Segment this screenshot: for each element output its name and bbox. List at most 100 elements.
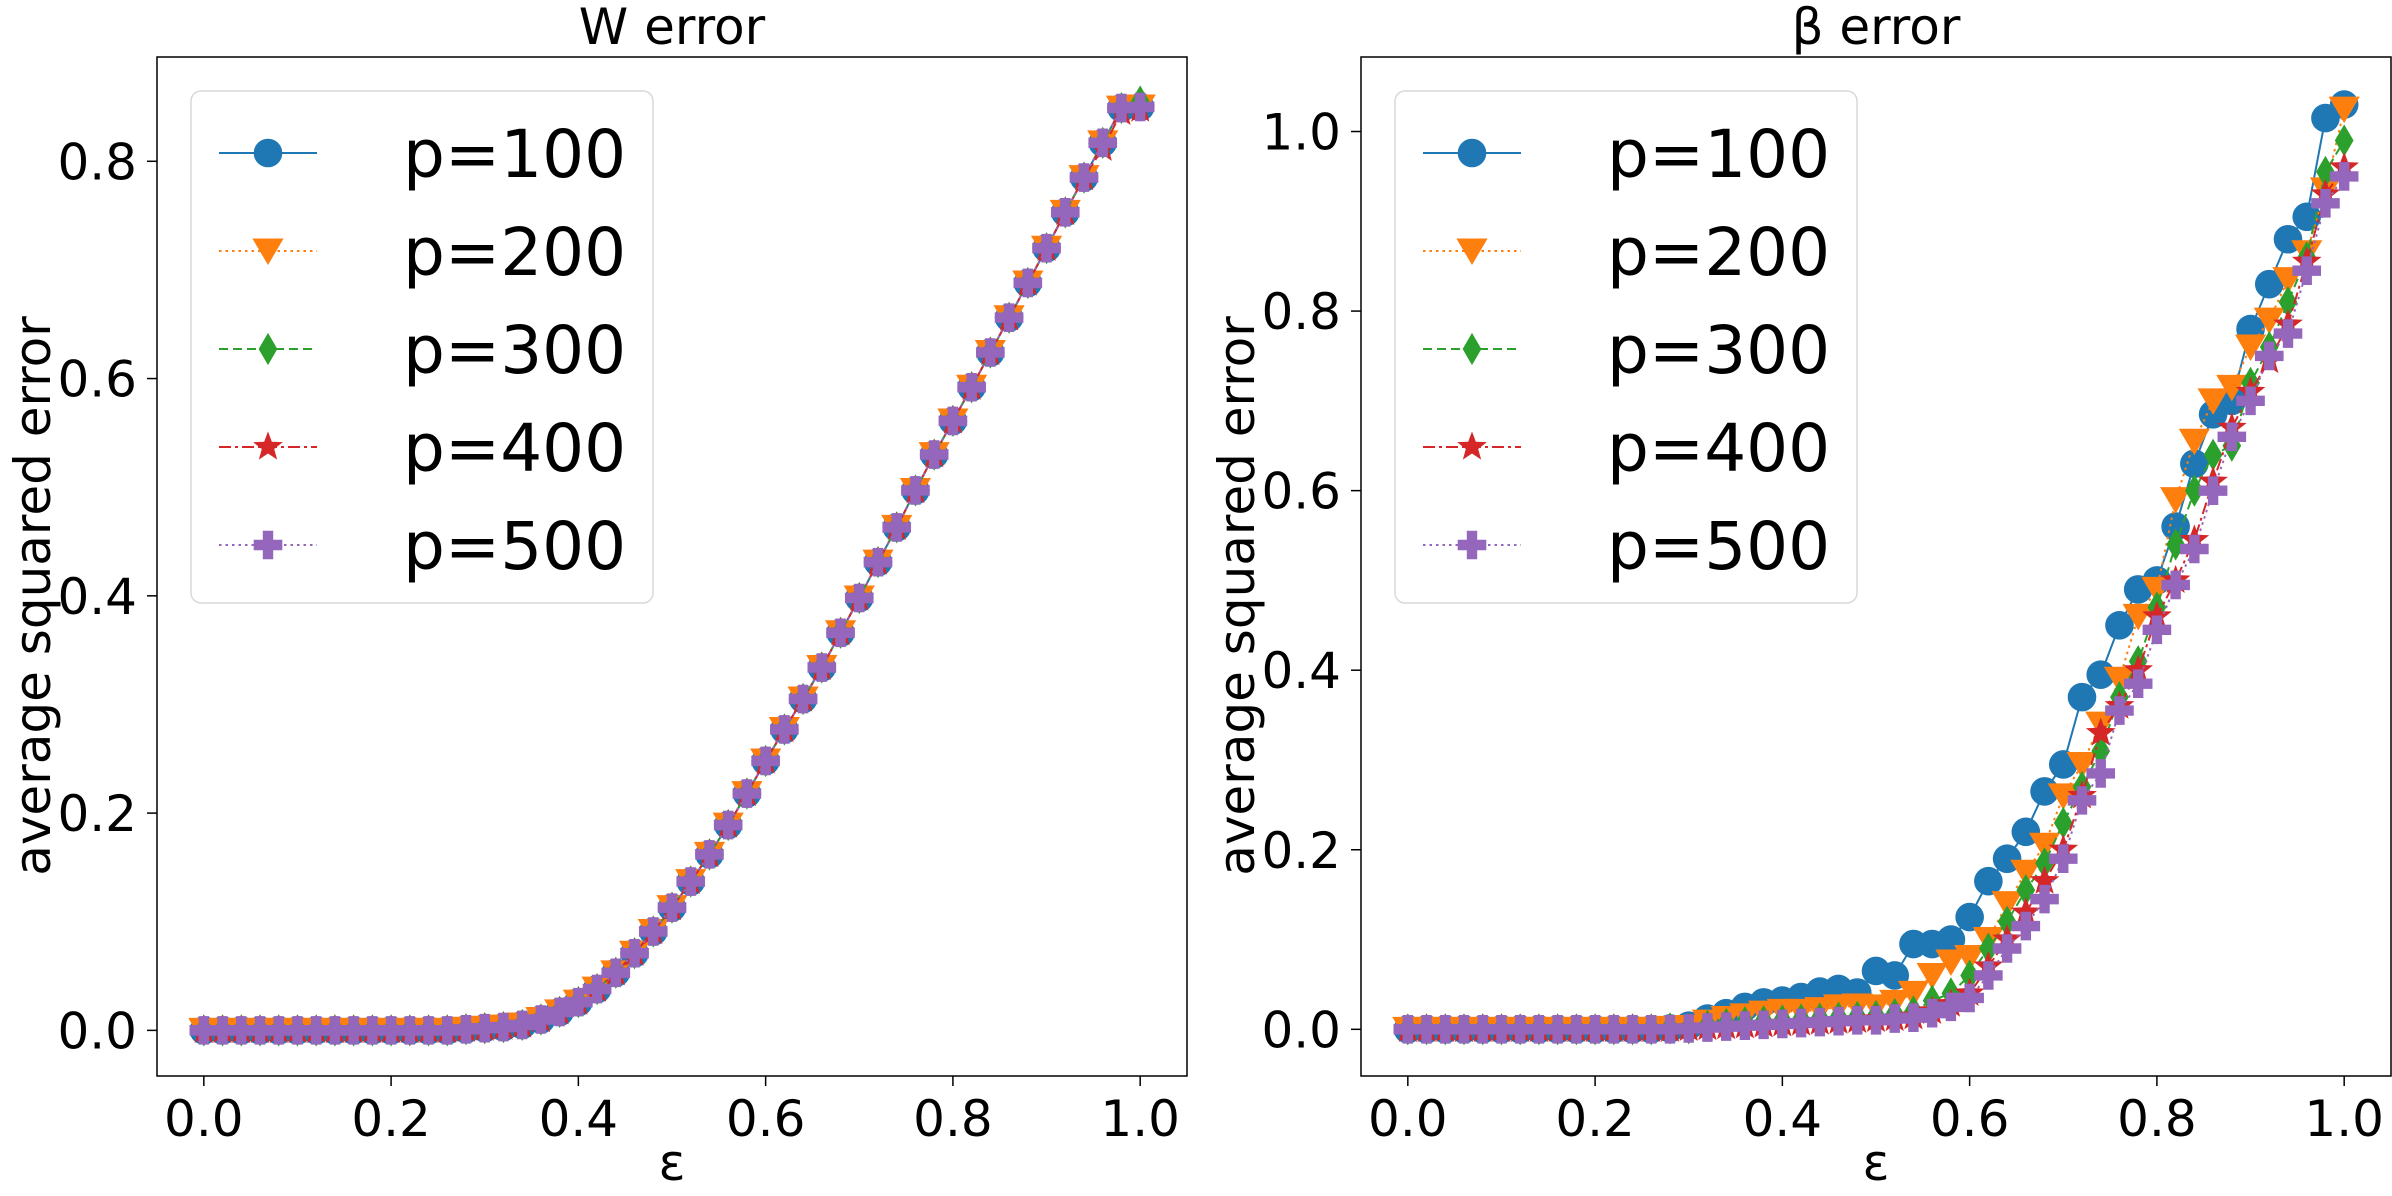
beta-error-legend-entry-p-200: p=200 xyxy=(1423,214,1830,291)
beta-error-point-p-500-43 xyxy=(2198,476,2228,505)
beta-error-point-p-500-4 xyxy=(1468,1015,1498,1044)
w-error-point-p-500-4 xyxy=(264,1016,294,1045)
beta-error-legend-marker-p-100 xyxy=(1457,138,1487,168)
beta-error-point-p-200-44 xyxy=(2216,374,2248,402)
beta-error-point-p-300-47 xyxy=(2278,285,2298,319)
beta-error-point-p-500-3 xyxy=(1449,1015,1479,1044)
beta-error-y-tick-label: 0.2 xyxy=(1261,822,1341,880)
beta-error-point-p-200-27 xyxy=(1897,980,1930,1008)
beta-error-point-p-500-5 xyxy=(1487,1015,1516,1044)
beta-error-legend-label-p-300: p=300 xyxy=(1607,312,1830,389)
beta-error-point-p-200-32 xyxy=(1991,891,2023,918)
w-error-legend-label-p-200: p=200 xyxy=(403,214,626,291)
beta-error-y-tick-label: 1.0 xyxy=(1261,104,1341,162)
beta-error-point-p-500-44 xyxy=(2217,422,2247,452)
beta-error-legend-entry-p-300: p=300 xyxy=(1423,312,1830,389)
beta-error-point-p-500-34 xyxy=(2030,884,2059,914)
w-error-point-p-500-12 xyxy=(414,1016,443,1045)
w-error-point-p-500-6 xyxy=(301,1016,331,1045)
beta-error-point-p-200-34 xyxy=(2028,832,2061,860)
w-error-point-p-500-45 xyxy=(1032,233,1061,263)
beta-error-point-p-300-34 xyxy=(2035,847,2054,880)
beta-error-point-p-500-6 xyxy=(1505,1015,1535,1044)
w-error-series-p-500 xyxy=(189,92,1155,1045)
w-error-x-tick-label: 0.2 xyxy=(351,1090,431,1148)
beta-error-point-p-100-41 xyxy=(2161,512,2190,541)
w-error-point-p-500-8 xyxy=(339,1016,368,1045)
beta-error-point-p-500-11 xyxy=(1599,1015,1629,1044)
beta-error-legend-label-p-200: p=200 xyxy=(1607,214,1830,291)
w-error-y-axis-label: average squared error xyxy=(4,316,62,876)
beta-error-point-p-500-32 xyxy=(1992,934,2022,963)
beta-error-point-p-300-50 xyxy=(2334,124,2354,157)
w-error-point-p-500-23 xyxy=(620,938,649,968)
beta-error-point-p-200-45 xyxy=(2234,334,2267,362)
beta-error-point-p-500-30 xyxy=(1955,983,1984,1013)
beta-error-point-p-500-17 xyxy=(1711,1012,1741,1041)
w-error-x-tick-label: 0.6 xyxy=(726,1090,806,1148)
beta-error-point-p-500-27 xyxy=(1899,1003,1928,1032)
w-error-y-tick-label: 0.6 xyxy=(57,351,137,409)
w-error-point-p-500-5 xyxy=(283,1016,312,1045)
beta-error-point-p-500-9 xyxy=(1562,1015,1591,1044)
beta-error-legend-entry-p-400: p=400 xyxy=(1423,410,1830,487)
beta-error-point-p-200-33 xyxy=(2010,859,2042,887)
beta-error-point-p-500-29 xyxy=(1936,992,1966,1022)
beta-error-point-p-500-45 xyxy=(2236,386,2265,416)
w-error-point-p-500-17 xyxy=(507,1010,537,1040)
beta-error-legend-marker-p-400 xyxy=(1457,431,1487,460)
beta-error-y-tick-label: 0.6 xyxy=(1261,463,1341,521)
w-error-point-p-500-15 xyxy=(470,1013,500,1043)
w-error-legend-marker-p-200 xyxy=(252,238,284,266)
w-error-point-p-500-46 xyxy=(1050,198,1080,227)
w-error-point-p-500-1 xyxy=(208,1016,237,1045)
beta-error-legend-label-p-500: p=500 xyxy=(1607,508,1830,585)
w-error-point-p-500-48 xyxy=(1088,128,1118,158)
beta-error-x-axis-label: ε xyxy=(1862,1134,1889,1192)
beta-error-legend-entry-p-100: p=100 xyxy=(1423,116,1830,193)
beta-error-y-axis-label: average squared error xyxy=(1208,316,1266,876)
w-error-point-p-500-11 xyxy=(395,1016,425,1045)
beta-error-point-p-500-23 xyxy=(1824,1006,1853,1036)
beta-error-point-p-500-15 xyxy=(1674,1014,1704,1043)
w-error-point-p-500-35 xyxy=(844,583,874,613)
beta-error-point-p-200-28 xyxy=(1916,962,1948,990)
w-error-title: W error xyxy=(579,0,766,56)
beta-error-point-p-400-33 xyxy=(2010,897,2041,926)
beta-error-point-p-400-39 xyxy=(2123,654,2154,683)
beta-error-point-p-200-38 xyxy=(2103,666,2136,694)
beta-error-point-p-500-12 xyxy=(1618,1015,1647,1044)
w-error-y-tick-label: 0.0 xyxy=(57,1002,137,1060)
w-error-point-p-500-2 xyxy=(226,1016,256,1045)
beta-error-y-tick-label: 0.8 xyxy=(1261,283,1341,341)
beta-error-point-p-500-0 xyxy=(1393,1015,1423,1044)
beta-error-point-p-500-31 xyxy=(1974,961,2003,990)
w-error-y-tick-label: 0.2 xyxy=(57,785,137,843)
w-error-point-p-500-42 xyxy=(976,338,1005,367)
beta-error-point-p-300-35 xyxy=(2053,806,2073,839)
w-error-point-p-500-3 xyxy=(245,1016,275,1045)
w-error-legend-marker-p-500 xyxy=(253,530,283,560)
beta-error-point-p-200-46 xyxy=(2253,307,2285,335)
beta-error-point-p-300-43 xyxy=(2203,438,2223,471)
beta-error-legend-label-p-400: p=400 xyxy=(1607,410,1830,487)
w-error-point-p-500-13 xyxy=(432,1016,462,1045)
w-error-point-p-500-31 xyxy=(770,715,799,744)
beta-error-point-p-100-46 xyxy=(2254,269,2284,299)
w-error-point-p-500-33 xyxy=(807,653,837,682)
beta-error-point-p-500-46 xyxy=(2254,341,2284,371)
beta-error-legend-box xyxy=(1394,90,1858,604)
w-error-x-tick-label: 0.0 xyxy=(164,1090,244,1148)
beta-error-point-p-300-30 xyxy=(1960,959,1979,992)
w-error-point-p-500-19 xyxy=(545,997,574,1027)
beta-error-y-tick-label: 0.4 xyxy=(1261,642,1341,700)
beta-error-point-p-500-47 xyxy=(2273,319,2303,348)
beta-error-legend-marker-p-200 xyxy=(1456,238,1488,266)
w-error-axes: 0.0 0.2 0.4 0.6 0.8 1.0 0.0 0.2 0.4 0.6 0.8 xyxy=(57,56,1188,1148)
beta-error-point-p-200-42 xyxy=(2178,428,2210,456)
w-error-point-p-500-30 xyxy=(751,746,780,776)
beta-error-x-tick-label: 1.0 xyxy=(2304,1090,2384,1148)
beta-error-point-p-500-22 xyxy=(1805,1007,1835,1037)
w-error-point-p-500-10 xyxy=(376,1016,406,1045)
beta-error-point-p-500-42 xyxy=(2180,534,2209,564)
